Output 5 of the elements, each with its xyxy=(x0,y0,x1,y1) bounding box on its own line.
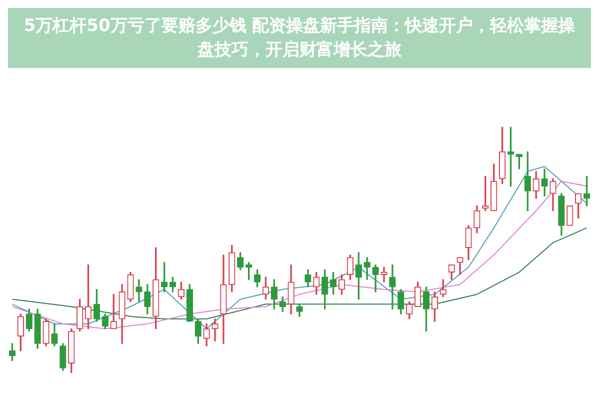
candlestick xyxy=(212,318,218,342)
candlestick xyxy=(389,264,396,310)
candlestick xyxy=(380,266,388,282)
candlestick xyxy=(136,279,142,302)
chart-title: 5万杠杆50万亏了要赔多少钱 配资操盘新手指南：快速开户，轻松掌握操盘技巧，开启财富增长之旅 xyxy=(8,8,591,68)
